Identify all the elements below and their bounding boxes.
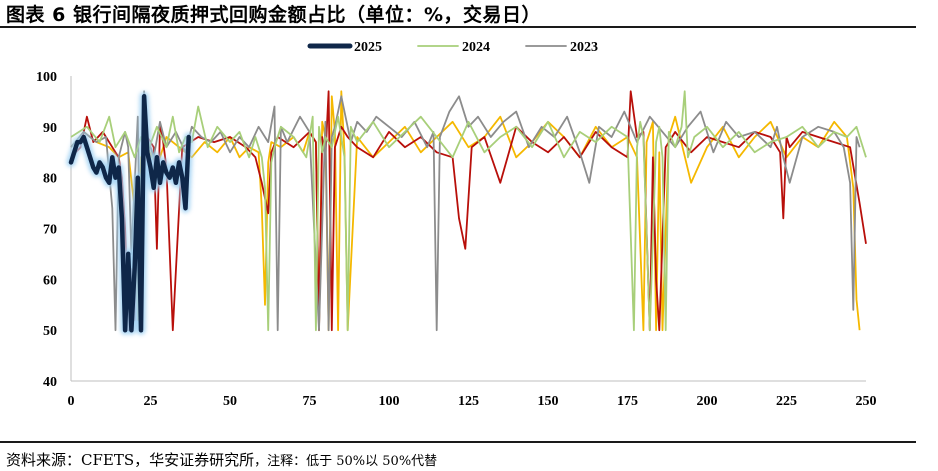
legend-label-2024: 2024 xyxy=(462,40,490,55)
series-2023-line xyxy=(70,90,861,332)
title-rule xyxy=(0,26,916,28)
y-tick-label: 70 xyxy=(43,223,57,238)
y-tick-label: 80 xyxy=(43,172,57,187)
x-tick-label: 75 xyxy=(303,394,317,409)
y-tick-label: 50 xyxy=(43,324,57,339)
y-tick-label: 60 xyxy=(43,273,57,288)
y-tick-label: 100 xyxy=(36,70,57,85)
y-tick-label: 40 xyxy=(43,375,57,390)
x-tick-label: 250 xyxy=(856,394,877,409)
x-tick-label: 200 xyxy=(697,394,718,409)
y-tick-label: 90 xyxy=(43,121,57,136)
x-axis: 0 25 50 75 100 125 150 175 200 225 250 xyxy=(68,380,877,409)
legend-label-2025: 2025 xyxy=(354,40,382,55)
chart-title: 图表 6 银行间隔夜质押式回购金额占比（单位：%，交易日） xyxy=(6,4,541,26)
source-rule xyxy=(0,441,916,443)
x-tick-label: 150 xyxy=(538,394,559,409)
source-label: 资料来源：CFETS，华安证券研究所 xyxy=(6,451,255,469)
source-annotation: ，注释：低于 50%以 50%代替 xyxy=(254,454,438,469)
x-tick-label: 225 xyxy=(776,394,797,409)
x-tick-label: 25 xyxy=(144,394,158,409)
x-tick-label: 125 xyxy=(458,394,479,409)
y-axis: 40 50 60 70 80 90 100 xyxy=(36,70,72,390)
x-tick-label: 0 xyxy=(68,394,75,409)
chart: 2025 2024 2023 40 50 60 70 80 90 100 0 25 50 75 100 1… xyxy=(36,40,877,409)
x-tick-label: 50 xyxy=(223,394,237,409)
legend: 2025 2024 2023 xyxy=(307,40,598,55)
x-tick-label: 100 xyxy=(379,394,400,409)
series-2025-line xyxy=(68,94,191,333)
plot-area xyxy=(66,90,867,335)
legend-label-2023: 2023 xyxy=(570,40,598,55)
x-tick-label: 175 xyxy=(617,394,638,409)
source-note: 资料来源：CFETS，华安证券研究所，注释：低于 50%以 50%代替 xyxy=(6,449,437,470)
